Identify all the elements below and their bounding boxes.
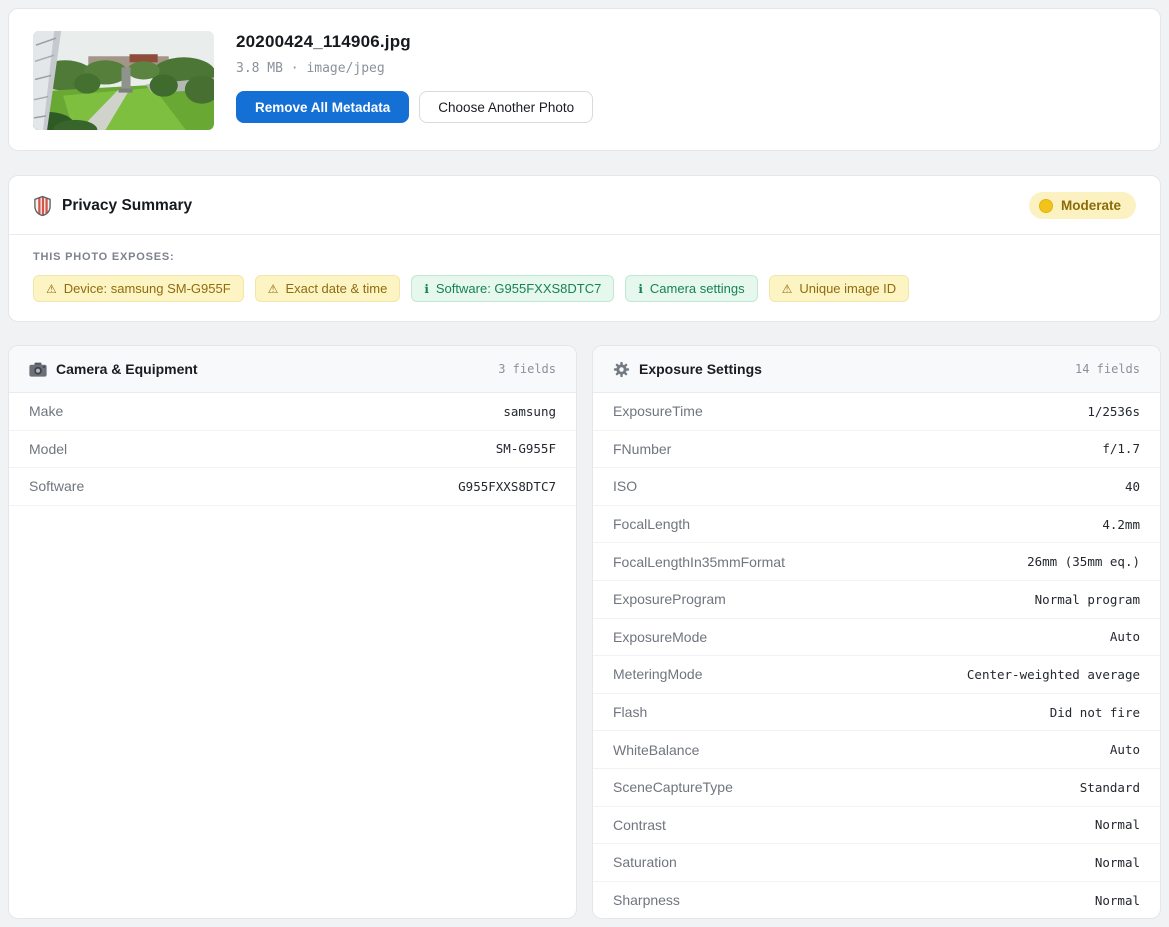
field-value: Normal [1094,854,1140,870]
exposure-settings-title: Exposure Settings [639,361,762,377]
metadata-field-row: ExposureTime 1/2536s [593,393,1160,431]
metadata-field-row: FocalLengthIn35mmFormat 26mm (35mm eq.) [593,543,1160,581]
exposure-settings-rows: ExposureTime 1/2536s FNumber f/1.7 ISO 40 Foca… [593,393,1160,918]
file-info: 20200424_114906.jpg 3.8 MB · image/jpeg … [236,31,594,123]
field-label: Model [29,440,68,457]
field-value: G955FXXS8DTC7 [458,478,556,494]
metadata-field-row: Saturation Normal [593,844,1160,882]
field-value: Auto [1109,629,1140,645]
camera-icon [29,362,47,377]
field-label: ISO [613,478,638,495]
field-label: ExposureMode [613,628,708,645]
metadata-field-row: ISO 40 [593,468,1160,506]
field-value: Standard [1079,779,1140,795]
field-value: 40 [1124,478,1140,494]
privacy-summary-title: Privacy Summary [62,196,193,214]
exposes-label: THIS PHOTO EXPOSES: [33,251,175,263]
metadata-field-row: Make samsung [9,393,576,431]
metadata-field-row: Model SM-G955F [9,431,576,469]
park-photo-image [33,31,214,130]
field-label: ExposureTime [613,403,703,420]
privacy-summary-header: Privacy Summary Moderate [9,176,1160,235]
metadata-field-row: ExposureProgram Normal program [593,581,1160,619]
field-value: 26mm (35mm eq.) [1027,554,1140,570]
choose-another-photo-button[interactable]: Choose Another Photo [419,91,594,123]
privacy-badge: ℹ Software: G955FXXS8DTC7 [411,275,615,302]
field-label: FocalLength [613,516,691,533]
field-label: Flash [613,704,648,721]
privacy-badge-label: Camera settings [649,281,745,296]
field-value: Center-weighted average [966,666,1140,682]
privacy-badge-label: Exact date & time [285,281,388,296]
field-label: Software [29,478,85,495]
metadata-field-row: WhiteBalance Auto [593,731,1160,769]
exposure-badge-row: ⚠ Device: samsung SM-G955F ⚠ Exact date & t… [33,275,1136,302]
gear-icon [613,361,630,378]
field-value: 4.2mm [1102,516,1140,532]
privacy-badge: ⚠ Unique image ID [768,275,910,302]
privacy-badge: ⚠ Exact date & time [254,275,401,302]
field-value: Auto [1109,742,1140,758]
file-size-and-type: 3.8 MB · image/jpeg [236,61,385,76]
field-value: Normal [1094,892,1140,908]
metadata-field-row: SceneCaptureType Standard [593,769,1160,807]
privacy-badge: ℹ Camera settings [625,275,758,302]
metadata-field-row: Flash Did not fire [593,694,1160,732]
privacy-summary-card: Privacy Summary Moderate THIS PHOTO EXPO… [8,175,1161,322]
metadata-field-row: FNumber f/1.7 [593,431,1160,469]
photo-thumbnail [33,31,214,130]
level-dot-icon [1038,198,1053,213]
field-label: FocalLengthIn35mmFormat [613,553,785,570]
field-value: 1/2536s [1087,403,1140,419]
field-label: Contrast [613,816,666,833]
privacy-badge-label: Device: samsung SM-G955F [63,281,231,296]
metadata-field-row: ExposureMode Auto [593,619,1160,657]
field-value: f/1.7 [1102,441,1140,457]
exposure-settings-header: Exposure Settings 14 fields [593,346,1160,393]
camera-equipment-card: Camera & Equipment 3 fields Make samsung M… [8,345,577,919]
warning-icon: ⚠ [267,281,279,296]
metadata-field-row: Contrast Normal [593,807,1160,845]
field-label: MeteringMode [613,666,703,683]
field-value: Did not fire [1049,704,1140,720]
file-actions: Remove All Metadata Choose Another Photo [236,91,594,123]
exposure-settings-card: Exposure Settings 14 fields ExposureTime… [592,345,1161,919]
warning-icon: ⚠ [46,281,57,296]
privacy-level-label: Moderate [1060,198,1121,213]
camera-equipment-header: Camera & Equipment 3 fields [9,346,576,393]
info-icon: ℹ [638,281,643,296]
privacy-summary-body: THIS PHOTO EXPOSES: ⚠ Device: samsung SM-… [9,235,1160,318]
file-name: 20200424_114906.jpg [236,32,411,51]
exposure-settings-field-count: 14 fields [1074,362,1140,376]
remove-all-metadata-button[interactable]: Remove All Metadata [236,91,410,123]
field-label: Saturation [613,854,677,871]
field-value: Normal program [1034,591,1140,607]
privacy-badge-label: Unique image ID [799,281,897,296]
shield-icon [33,195,52,217]
privacy-badge: ⚠ Device: samsung SM-G955F [33,275,244,302]
privacy-level-badge: Moderate [1028,192,1136,219]
metadata-columns: Camera & Equipment 3 fields Make samsung M… [8,345,1161,919]
privacy-badge-label: Software: G955FXXS8DTC7 [435,281,602,296]
field-label: Sharpness [613,892,680,909]
file-card: 20200424_114906.jpg 3.8 MB · image/jpeg … [8,8,1161,151]
camera-equipment-rows: Make samsung Model SM-G955F Software G955FXXS… [9,393,576,918]
field-label: SceneCaptureType [613,779,733,796]
metadata-field-row: MeteringMode Center-weighted average [593,656,1160,694]
field-label: Make [29,403,64,420]
metadata-field-row: FocalLength 4.2mm [593,506,1160,544]
camera-equipment-field-count: 3 fields [498,362,556,376]
metadata-field-row: Software G955FXXS8DTC7 [9,468,576,506]
info-icon: ℹ [424,281,429,296]
field-value: SM-G955F [495,441,556,457]
field-value: samsung [503,403,556,419]
field-label: WhiteBalance [613,741,700,758]
warning-icon: ⚠ [781,281,793,296]
field-value: Normal [1094,817,1140,833]
camera-equipment-title: Camera & Equipment [56,361,198,377]
field-label: FNumber [613,440,672,457]
field-label: ExposureProgram [613,591,726,608]
metadata-field-row: Sharpness Normal [593,882,1160,918]
